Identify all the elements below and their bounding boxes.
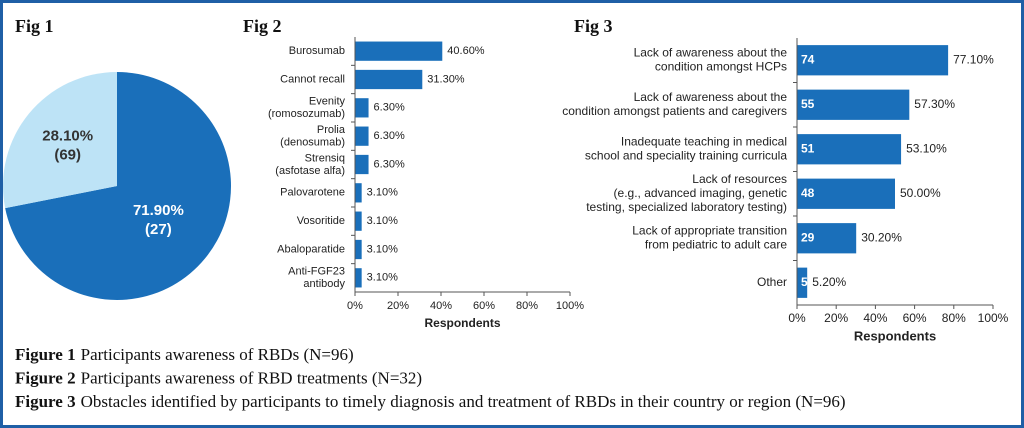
pie-slice <box>2 72 118 209</box>
caption-text: Obstacles identified by participants to … <box>81 392 846 411</box>
x-tick-label: 0% <box>788 311 806 325</box>
bar <box>355 98 369 118</box>
x-tick-label: 20% <box>824 311 848 325</box>
value-label: 3.10% <box>367 272 398 284</box>
value-label: 6.30% <box>374 130 405 142</box>
value-label: 3.10% <box>367 187 398 199</box>
bar <box>355 126 369 146</box>
category-label: Lack of awareness about the condition amo… <box>562 90 787 118</box>
x-tick-label: 60% <box>473 300 495 312</box>
value-label: 6.30% <box>374 158 405 170</box>
x-tick-label: 40% <box>430 300 452 312</box>
caption-label: Figure 1 <box>15 345 76 364</box>
bar <box>797 89 910 120</box>
category-label: Anti-FGF23 antibody <box>288 265 345 290</box>
value-label: 31.30% <box>427 73 465 85</box>
category-label: Palovarotene <box>280 187 345 199</box>
caption-text: Participants awareness of RBD treatments… <box>81 368 422 387</box>
caption: Figure 3 Obstacles identified by particip… <box>15 392 846 411</box>
bar <box>355 239 362 260</box>
figure-title: Fig 1 <box>15 16 54 36</box>
count-label: 5 <box>801 275 808 289</box>
bar <box>355 211 362 231</box>
value-label: 77.10% <box>953 52 994 66</box>
category-label: Lack of appropriate transition from pedia… <box>632 223 787 251</box>
bar <box>797 267 808 298</box>
bar <box>355 183 362 203</box>
value-label: 57.30% <box>914 97 955 111</box>
slice-count: (27) <box>145 221 172 238</box>
category-label: Inadequate teaching in medical school and… <box>585 134 787 162</box>
x-tick-label: 60% <box>903 311 927 325</box>
bar <box>797 45 949 76</box>
bar <box>355 41 443 61</box>
value-label: 50.00% <box>900 186 941 200</box>
figure-title: Fig 2 <box>243 16 282 36</box>
category-label: Burosumab <box>289 45 345 57</box>
x-axis-label: Respondents <box>854 328 936 343</box>
category-label: Prolia (denosumab) <box>280 124 346 149</box>
caption: Figure 2 Participants awareness of RBD tr… <box>15 368 422 387</box>
bar <box>355 154 369 175</box>
category-label: Cannot recall <box>280 73 345 85</box>
value-label: 3.10% <box>367 215 398 227</box>
value-label: 5.20% <box>812 275 846 289</box>
count-label: 29 <box>801 230 815 244</box>
category-label: Strensiq (asfotase alfa) <box>275 152 345 177</box>
x-tick-label: 100% <box>978 311 1009 325</box>
bar <box>797 134 902 165</box>
value-label: 40.60% <box>447 45 485 57</box>
caption-label: Figure 2 <box>15 368 76 387</box>
caption: Figure 1 Participants awareness of RBDs (… <box>15 345 354 364</box>
slice-label: 28.10% <box>42 127 93 144</box>
bar <box>355 69 423 90</box>
value-label: 3.10% <box>367 243 398 255</box>
count-label: 74 <box>801 52 815 66</box>
category-label: Lack of awareness about the condition amo… <box>634 45 788 73</box>
slice-count: (69) <box>54 146 81 163</box>
caption-text: Participants awareness of RBDs (N=96) <box>81 345 354 364</box>
slice-label: 71.90% <box>133 202 184 219</box>
figure-title: Fig 3 <box>574 16 613 36</box>
value-label: 53.10% <box>906 141 947 155</box>
x-tick-label: 40% <box>863 311 887 325</box>
category-label: Abaloparatide <box>277 243 345 255</box>
value-label: 30.20% <box>861 230 902 244</box>
count-label: 48 <box>801 186 815 200</box>
x-tick-label: 80% <box>942 311 966 325</box>
category-label: Other <box>757 275 787 289</box>
bar <box>355 268 362 288</box>
x-tick-label: 80% <box>516 300 538 312</box>
x-axis-label: Respondents <box>424 316 500 330</box>
count-label: 51 <box>801 141 815 155</box>
x-tick-label: 100% <box>556 300 584 312</box>
bar <box>797 223 857 254</box>
x-tick-label: 0% <box>347 300 363 312</box>
value-label: 6.30% <box>374 102 405 114</box>
bar <box>797 178 895 209</box>
x-tick-label: 20% <box>387 300 409 312</box>
category-label: Vosoritide <box>297 215 345 227</box>
pie-slice <box>5 72 231 300</box>
category-label: Lack of resources (e.g., advanced imaging… <box>586 172 787 214</box>
category-label: Evenity (romosozumab) <box>268 95 346 120</box>
caption-label: Figure 3 <box>15 392 76 411</box>
count-label: 55 <box>801 97 815 111</box>
